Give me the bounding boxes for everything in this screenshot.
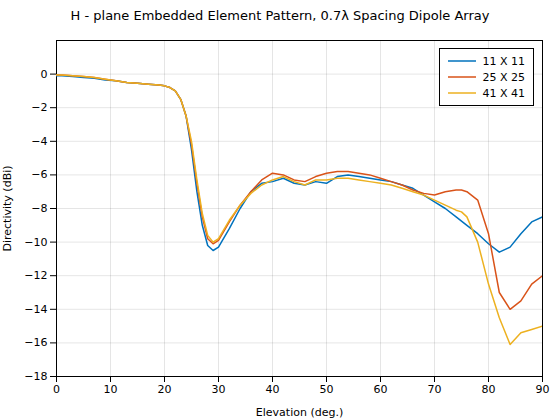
svg-text:50: 50 bbox=[320, 383, 334, 396]
svg-text:30: 30 bbox=[212, 383, 226, 396]
html-text:11 X 11: 11 X 11 bbox=[482, 54, 525, 68]
svg-text:Directivity (dBi): Directivity (dBi) bbox=[1, 165, 14, 251]
html-text:H - plane Embedded Element Pat: H - plane Embedded Element Pattern, 0.7λ… bbox=[70, 8, 490, 23]
html-text:25 X 25: 25 X 25 bbox=[482, 70, 525, 84]
svg-text:−4: −4 bbox=[31, 135, 47, 148]
svg-text:−12: −12 bbox=[24, 269, 47, 282]
svg-text:−18: −18 bbox=[24, 370, 47, 383]
svg-text:−10: −10 bbox=[24, 236, 47, 249]
svg-text:0: 0 bbox=[53, 383, 60, 396]
svg-text:40: 40 bbox=[266, 383, 280, 396]
svg-text:20: 20 bbox=[158, 383, 172, 396]
html-text:41 X 41: 41 X 41 bbox=[482, 86, 525, 100]
svg-text:70: 70 bbox=[428, 383, 442, 396]
svg-text:10: 10 bbox=[104, 383, 118, 396]
svg-text:80: 80 bbox=[482, 383, 496, 396]
svg-text:Elevation (deg.): Elevation (deg.) bbox=[256, 406, 343, 419]
svg-text:−6: −6 bbox=[31, 168, 47, 181]
svg-text:−2: −2 bbox=[31, 101, 47, 114]
svg-text:−14: −14 bbox=[24, 303, 47, 316]
svg-text:−16: −16 bbox=[24, 336, 47, 349]
svg-text:60: 60 bbox=[374, 383, 388, 396]
svg-text:−8: −8 bbox=[31, 202, 47, 215]
svg-text:90: 90 bbox=[536, 383, 550, 396]
svg-text:0: 0 bbox=[41, 68, 48, 81]
